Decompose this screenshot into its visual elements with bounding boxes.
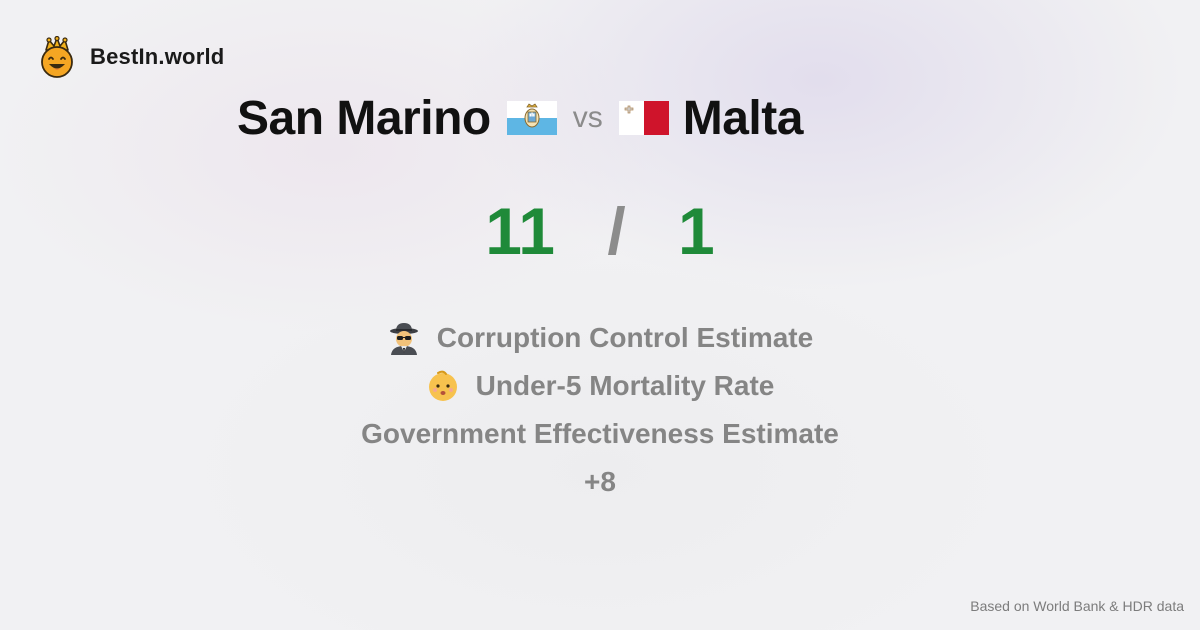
country-a-name[interactable]: San Marino — [237, 91, 491, 145]
metric-label: Government Effectiveness Estimate — [361, 418, 839, 449]
metric-label: Under-5 Mortality Rate — [475, 370, 775, 401]
metric-more-count[interactable]: +8 — [0, 458, 1200, 506]
score-country-b: 1 — [678, 194, 715, 268]
score-country-a: 11 — [485, 194, 556, 268]
baby-icon — [426, 369, 460, 403]
metric-label: +8 — [584, 466, 616, 497]
metrics-list: Corruption Control Estimate Under-5 Mort… — [0, 314, 1200, 506]
country-b-name[interactable]: Malta — [682, 91, 804, 145]
crowned-smiley-icon — [38, 35, 76, 78]
brand-name: BestIn.world — [90, 44, 225, 69]
metric-government-effectiveness[interactable]: Government Effectiveness Estimate — [0, 410, 1200, 458]
data-source-note: Based on World Bank & HDR data — [970, 598, 1184, 614]
detective-icon — [387, 321, 421, 355]
metric-corruption-control[interactable]: Corruption Control Estimate — [0, 314, 1200, 362]
metric-label: Corruption Control Estimate — [436, 322, 814, 353]
score-separator: / — [607, 194, 626, 268]
san-marino-flag-icon — [506, 101, 557, 135]
brand[interactable]: BestIn.world — [38, 35, 225, 78]
metric-under5-mortality[interactable]: Under-5 Mortality Rate — [0, 362, 1200, 410]
score: 11 / 1 — [0, 193, 1200, 269]
malta-flag-icon — [618, 101, 669, 135]
comparison-title: San Marino vs Malta — [237, 88, 803, 148]
vs-label: vs — [572, 101, 603, 134]
